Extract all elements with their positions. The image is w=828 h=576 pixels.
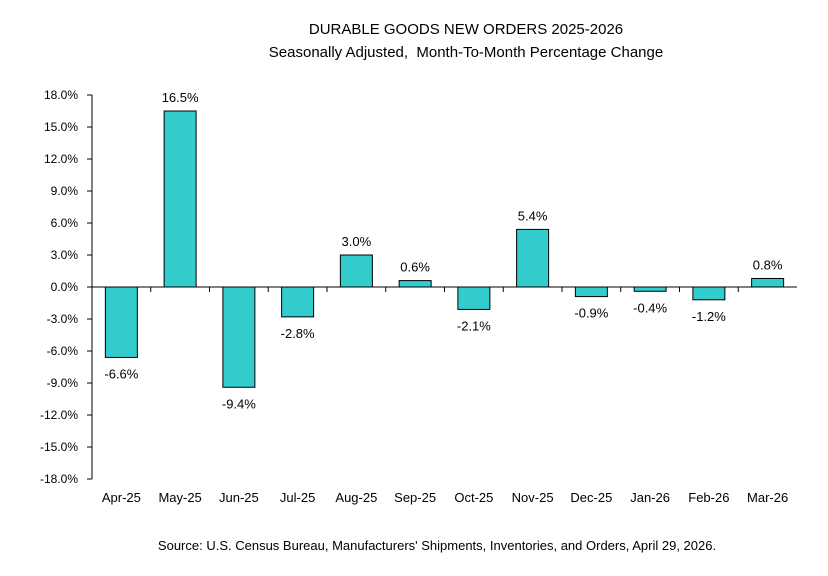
data-label: -0.9%	[574, 306, 608, 321]
bar	[633, 286, 667, 292]
data-label: -6.6%	[104, 366, 138, 381]
bar	[751, 277, 785, 288]
data-label: -2.1%	[457, 318, 491, 333]
bar	[574, 286, 608, 298]
y-tick-label: -3.0%	[47, 312, 79, 326]
y-tick-label: 3.0%	[51, 248, 79, 262]
y-tick-label: 0.0%	[51, 280, 79, 294]
x-tick-label: Jan-26	[630, 490, 670, 505]
bar	[457, 286, 491, 310]
x-tick-label: Aug-25	[335, 490, 377, 505]
data-label: 5.4%	[518, 208, 548, 223]
data-label: -9.4%	[222, 396, 256, 411]
x-tick-label: Jun-25	[219, 490, 259, 505]
y-tick-label: -12.0%	[40, 408, 78, 422]
y-tick-label: -9.0%	[47, 376, 79, 390]
data-label: 16.5%	[162, 90, 199, 105]
data-label: -1.2%	[692, 309, 726, 324]
y-tick-label: 18.0%	[44, 88, 78, 102]
x-tick-label: Oct-25	[454, 490, 493, 505]
bar	[104, 286, 138, 358]
y-tick-label: -18.0%	[40, 472, 78, 486]
x-tick-label: Feb-26	[688, 490, 729, 505]
x-tick-label: Dec-25	[570, 490, 612, 505]
x-axis-ticks: Apr-25 May-25 Jun-25 Jul-25 Aug-25 Sep-25 Oct-…	[102, 287, 788, 505]
y-tick-label: 9.0%	[51, 184, 79, 198]
x-tick-label: May-25	[158, 490, 201, 505]
x-tick-label: Mar-26	[747, 490, 788, 505]
bars: -6.6% 16.5% -9.4% -2.8% 3.0% 0.6% -2.1% 5.4% -0.…	[104, 90, 785, 411]
chart-subtitle: Seasonally Adjusted, Month-To-Month Perc…	[269, 44, 663, 61]
data-label: 0.6%	[400, 260, 430, 275]
data-label: -2.8%	[281, 326, 315, 341]
x-tick-label: Nov-25	[512, 490, 554, 505]
bar	[692, 286, 726, 301]
y-tick-label: 12.0%	[44, 152, 78, 166]
y-axis-ticks: 18.0% 15.0% 12.0% 9.0% 6.0% 3.0% 0.0% -3.0% -6.0…	[40, 88, 92, 486]
chart-title: DURABLE GOODS NEW ORDERS 2025-2026	[309, 21, 623, 38]
bar	[398, 280, 432, 288]
x-tick-label: Jul-25	[280, 490, 315, 505]
bar	[163, 110, 197, 288]
x-tick-label: Sep-25	[394, 490, 436, 505]
y-tick-label: 15.0%	[44, 120, 78, 134]
y-tick-label: -15.0%	[40, 440, 78, 454]
data-label: -0.4%	[633, 300, 667, 315]
source-note: Source: U.S. Census Bureau, Manufacturer…	[158, 538, 716, 553]
bar	[339, 254, 373, 288]
x-tick-label: Apr-25	[102, 490, 141, 505]
y-tick-label: -6.0%	[47, 344, 79, 358]
bar	[281, 286, 315, 318]
data-label: 0.8%	[753, 257, 783, 272]
bar	[222, 286, 256, 388]
bar	[516, 228, 550, 288]
data-label: 3.0%	[342, 234, 372, 249]
y-tick-label: 6.0%	[51, 216, 79, 230]
